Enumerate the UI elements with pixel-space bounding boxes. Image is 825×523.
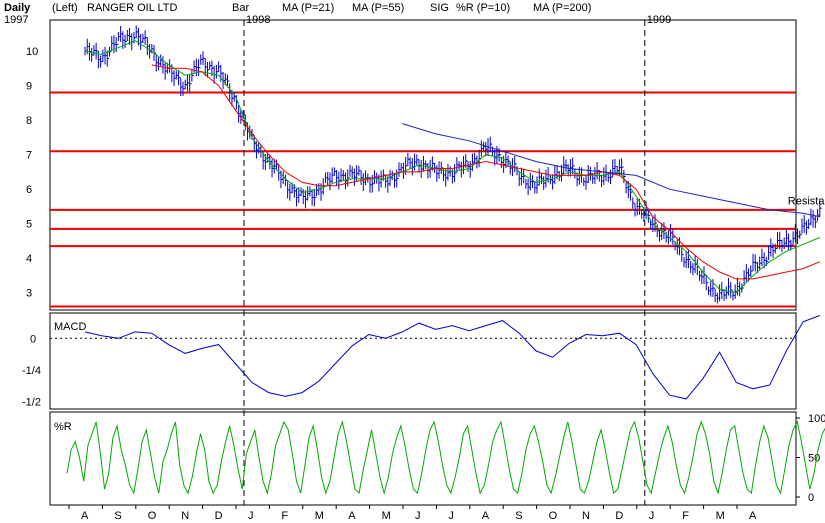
month-label: S <box>114 510 121 522</box>
price-tick-label: 9 <box>26 81 32 93</box>
ticker-label: RANGER OIL LTD <box>87 2 178 14</box>
price-panel: 3 4 5 6 7 8 9 10 1998 1999 Resistance <box>26 14 825 505</box>
pct-r-title: %R <box>54 421 72 433</box>
pct-r-tick-label: 50 <box>808 453 820 465</box>
ma-line <box>151 64 820 280</box>
month-label: J <box>448 510 454 522</box>
price-panel-frame <box>49 19 797 311</box>
month-label: M <box>382 510 391 522</box>
month-label: F <box>682 510 689 522</box>
price-tick-label: 7 <box>26 150 32 162</box>
year-label: 1998 <box>246 14 270 26</box>
legend-item: MA (P=200) <box>533 2 591 14</box>
ma-line <box>84 40 820 294</box>
resistance-annotation: Resistance <box>788 195 825 207</box>
month-label: D <box>615 510 623 522</box>
pct-r-line <box>66 420 825 496</box>
month-label: F <box>281 510 288 522</box>
pct-r-tick-label: 100 <box>808 413 825 425</box>
pct-r-panel-frame <box>49 411 797 506</box>
legend-item: Bar <box>232 2 249 14</box>
month-label: O <box>148 510 157 522</box>
month-label: D <box>215 510 223 522</box>
price-tick-label: 5 <box>26 219 32 231</box>
price-tick-label: 10 <box>26 46 38 58</box>
month-label: M <box>716 510 725 522</box>
year-label-start: 1997 <box>4 14 28 26</box>
macd-line <box>84 315 820 400</box>
month-label: O <box>549 510 558 522</box>
month-label: N <box>582 510 590 522</box>
legend-item: MA (P=55) <box>352 2 404 14</box>
month-label: A <box>749 510 757 522</box>
macd-tick-label: -1/4 <box>22 365 41 377</box>
month-label: M <box>315 510 324 522</box>
price-tick-label: 3 <box>26 288 32 300</box>
month-label: J <box>248 510 254 522</box>
macd-panel: MACD 0 -1/4 -1/2 <box>22 315 820 408</box>
month-label: S <box>515 510 522 522</box>
price-tick-label: 8 <box>26 115 32 127</box>
month-label: A <box>482 510 490 522</box>
month-label: J <box>415 510 421 522</box>
scale-side-label: (Left) <box>52 2 78 14</box>
legend-item: %R (P=10) <box>456 2 510 14</box>
price-tick-label: 6 <box>26 184 32 196</box>
macd-panel-frame <box>49 312 797 410</box>
year-label: 1999 <box>647 14 671 26</box>
month-label: A <box>348 510 356 522</box>
pct-r-panel: %R 0 50 100 <box>54 413 825 504</box>
macd-tick-label: -1/2 <box>22 396 41 408</box>
period-label: Daily <box>4 2 31 14</box>
pct-r-tick-label: 0 <box>808 492 814 504</box>
month-label: N <box>181 510 189 522</box>
legend-item: SIG <box>430 2 449 14</box>
ma-line <box>402 123 820 218</box>
macd-tick-label: 0 <box>30 333 36 345</box>
month-label: A <box>81 510 89 522</box>
macd-title: MACD <box>54 321 86 333</box>
legend-item: MA (P=21) <box>282 2 334 14</box>
price-tick-label: 4 <box>26 253 32 265</box>
chart-legend: Bar MA (P=21) MA (P=55) SIG %R (P=10) MA (P=2… <box>232 2 591 14</box>
month-label: J <box>649 510 655 522</box>
